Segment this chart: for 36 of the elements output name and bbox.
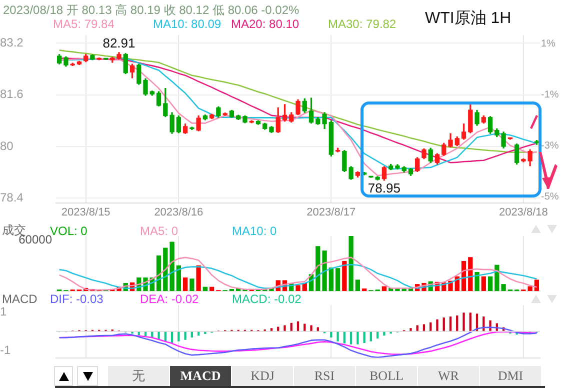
y2-tick-label: -1% <box>541 90 559 101</box>
chart-title: WTI原油 1H <box>425 8 512 29</box>
y2-tick-label: -3% <box>541 140 559 152</box>
text: BOLL <box>356 366 417 386</box>
y2-tick-label: -5% <box>541 192 559 203</box>
x-tick-label: 2023/8/15 <box>61 206 110 219</box>
text: MA10: 0 <box>232 224 278 238</box>
text: RSI <box>294 366 355 386</box>
text: DEA: -0.02 <box>140 292 200 306</box>
text: MA10: 80.09 <box>153 17 222 31</box>
y-tick-label: 83.2 <box>0 35 24 50</box>
y-tick-label: 78.4 <box>0 190 24 204</box>
text: WR <box>418 366 479 386</box>
x-tick-label: 2023/8/17 <box>306 206 356 219</box>
text: 无 <box>108 366 169 386</box>
annotation: 82.91 <box>102 36 136 51</box>
x-tick-label: 2023/8/18 <box>498 206 548 219</box>
series-label: MA5: 0 <box>140 224 180 238</box>
y-tick-label: 81.6 <box>0 87 24 102</box>
text: MA20: 80.10 <box>231 17 300 31</box>
y-tick-label: -1 <box>0 343 11 358</box>
y2-tick-label: 1% <box>541 38 556 50</box>
y-tick-label: 80 <box>0 138 14 153</box>
x-tick-label: 2023/8/16 <box>154 206 204 219</box>
text: MA5: 79.84 <box>53 17 116 31</box>
y-tick-label: 1 <box>0 304 7 318</box>
text: KDJ <box>232 366 293 386</box>
series-label: MACD: -0.02 <box>232 292 302 306</box>
text: DMI <box>480 366 541 386</box>
chart-subtitle: 2023/08/18 开 80.13 高 80.19 收 80.12 低 80.06 -0.02% <box>3 2 300 19</box>
text: DIF: -0.03 <box>49 292 104 306</box>
chart-title: MACD <box>2 292 38 306</box>
annotation: 78.95 <box>368 180 400 196</box>
text: MA30: 79.82 <box>328 17 396 31</box>
text: MACD <box>170 366 231 386</box>
text: VOL: 0 <box>50 224 88 238</box>
